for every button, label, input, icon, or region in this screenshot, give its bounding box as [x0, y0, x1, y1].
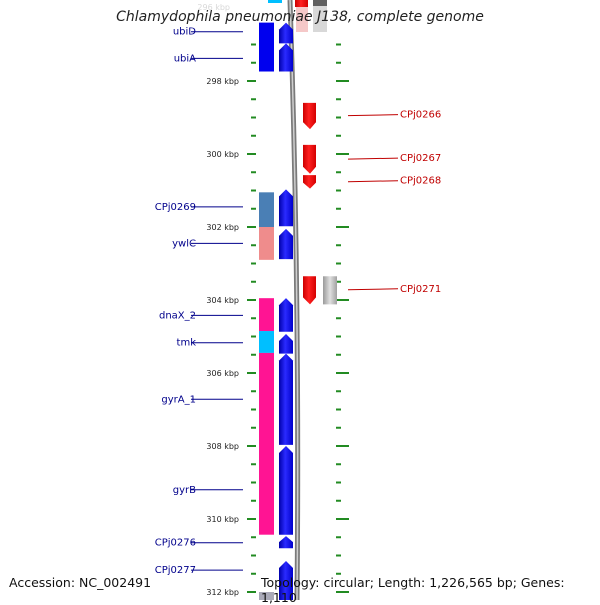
ruler-label: 312 kbp [206, 588, 239, 597]
backbone-highlight [289, 0, 299, 600]
gene-label-right: CPj0271 [400, 284, 441, 295]
gene-label-left: ubiD [173, 27, 196, 38]
ruler-label: 308 kbp [206, 442, 239, 451]
gene-label-right: CPj0267 [400, 153, 441, 164]
gene-label-left: gyrB [173, 485, 196, 496]
ruler-label: 298 kbp [206, 77, 239, 86]
gene-label-leader-right [347, 288, 399, 291]
forward-gene-arrow [279, 560, 293, 600]
reverse-gene-arrow [303, 144, 316, 174]
ruler-ticks-right [336, 43, 349, 593]
gene-label-left: CPj0269 [155, 202, 196, 213]
cog-block [259, 352, 274, 535]
gray-fragment-top [313, 0, 327, 6]
forward-gene-arrow [279, 228, 293, 260]
reverse-gene-arrow [303, 276, 316, 305]
gene-label-left: dnaX_2 [159, 310, 196, 321]
cog-block [259, 592, 274, 600]
top-partial-features [268, 0, 327, 32]
ruler-label-faded: 296 kbp [197, 3, 230, 12]
forward-gene-arrow [279, 43, 293, 72]
gene-label-leader-right [347, 180, 399, 183]
cog-fragment-top [268, 0, 282, 3]
genome-summary-text: Topology: circular; Length: 1,226,565 bp… [261, 575, 565, 605]
reverse-gene-shadow-top [296, 7, 308, 32]
forward-gene-arrow [279, 536, 293, 549]
ruler-label: 310 kbp [206, 515, 239, 524]
reverse-gene-fragment-top [295, 0, 308, 7]
forward-gene-arrow [279, 333, 293, 354]
reverse-gene-arrow [303, 102, 316, 130]
gene-label-left: ubiA [174, 53, 196, 64]
cog-block [259, 192, 274, 227]
ruler-labels: 298 kbp 300 kbp 302 kbp 304 kbp 306 kbp 308 k… [197, 3, 239, 597]
forward-gene-arrow [279, 189, 293, 227]
ruler-label: 302 kbp [206, 223, 239, 232]
genome-backbone [287, 0, 301, 600]
right-gene-labels: CPj0266 CPj0267 CPj0268 CPj0271 [347, 110, 441, 295]
ruler-label: 306 kbp [206, 369, 239, 378]
gray-feature [323, 276, 337, 305]
reverse-strand-track [303, 102, 316, 305]
forward-gene-arrow [279, 446, 293, 535]
ruler-label: 304 kbp [206, 296, 239, 305]
cog-block [259, 331, 274, 353]
gene-label-right: CPj0266 [400, 110, 441, 121]
gene-label-right: CPj0268 [400, 176, 441, 187]
gene-label-leader-right [347, 157, 399, 160]
forward-gene-arrow [279, 353, 293, 445]
cog-track [259, 22, 274, 600]
reverse-gene-arrow [303, 175, 316, 189]
genome-title: Chlamydophila pneumoniae J138, complete … [116, 9, 484, 25]
cog-block [259, 22, 274, 72]
gene-label-left: tmk [177, 338, 197, 349]
gray-feature-track [323, 276, 337, 305]
gene-label-leader-right [347, 114, 399, 117]
gene-label-left: ywlC [172, 238, 196, 249]
forward-gene-arrow [279, 22, 293, 44]
gene-label-left: CPj0276 [155, 538, 196, 549]
accession-text: Accession: NC_002491 [9, 575, 152, 590]
ruler-label: 300 kbp [206, 150, 239, 159]
gene-label-left: CPj0277 [155, 565, 196, 576]
cog-block [259, 227, 274, 260]
gene-label-left: gyrA_1 [161, 394, 196, 405]
gray-fragment-shadow-top [313, 6, 327, 32]
forward-strand-track [279, 22, 293, 600]
forward-gene-arrow [279, 298, 293, 332]
cog-block [259, 298, 274, 332]
ruler-ticks-left [247, 43, 256, 593]
